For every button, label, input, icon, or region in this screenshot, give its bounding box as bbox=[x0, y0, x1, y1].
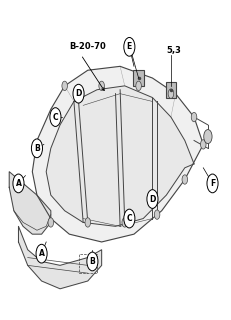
Polygon shape bbox=[32, 66, 203, 242]
Text: 5,3: 5,3 bbox=[166, 46, 181, 55]
Circle shape bbox=[147, 190, 158, 208]
Circle shape bbox=[13, 174, 24, 193]
Text: F: F bbox=[210, 179, 215, 188]
Circle shape bbox=[182, 175, 188, 184]
Circle shape bbox=[168, 89, 174, 98]
Circle shape bbox=[87, 252, 98, 271]
Circle shape bbox=[85, 218, 91, 227]
Circle shape bbox=[99, 81, 104, 91]
Circle shape bbox=[154, 210, 160, 219]
Text: B-20-70: B-20-70 bbox=[69, 42, 106, 51]
Circle shape bbox=[73, 84, 84, 103]
Text: A: A bbox=[15, 179, 21, 188]
Text: B: B bbox=[90, 257, 95, 266]
Circle shape bbox=[62, 81, 67, 91]
Circle shape bbox=[48, 218, 54, 227]
Circle shape bbox=[207, 174, 218, 193]
Circle shape bbox=[36, 244, 47, 263]
Circle shape bbox=[31, 139, 43, 158]
Polygon shape bbox=[9, 172, 51, 234]
Text: A: A bbox=[39, 249, 45, 258]
Text: C: C bbox=[53, 113, 58, 122]
Circle shape bbox=[204, 130, 212, 144]
Text: D: D bbox=[75, 89, 82, 98]
Circle shape bbox=[136, 81, 141, 91]
Bar bbox=[133, 70, 144, 86]
Circle shape bbox=[201, 140, 206, 149]
Text: D: D bbox=[149, 195, 156, 204]
Polygon shape bbox=[46, 86, 194, 226]
Text: E: E bbox=[127, 42, 132, 51]
Text: C: C bbox=[127, 214, 132, 223]
Bar bbox=[166, 82, 176, 98]
Circle shape bbox=[191, 112, 197, 122]
Text: B: B bbox=[34, 144, 40, 153]
Polygon shape bbox=[18, 226, 102, 289]
Circle shape bbox=[124, 209, 135, 228]
Circle shape bbox=[122, 218, 128, 227]
Circle shape bbox=[124, 37, 135, 56]
Circle shape bbox=[50, 108, 61, 126]
